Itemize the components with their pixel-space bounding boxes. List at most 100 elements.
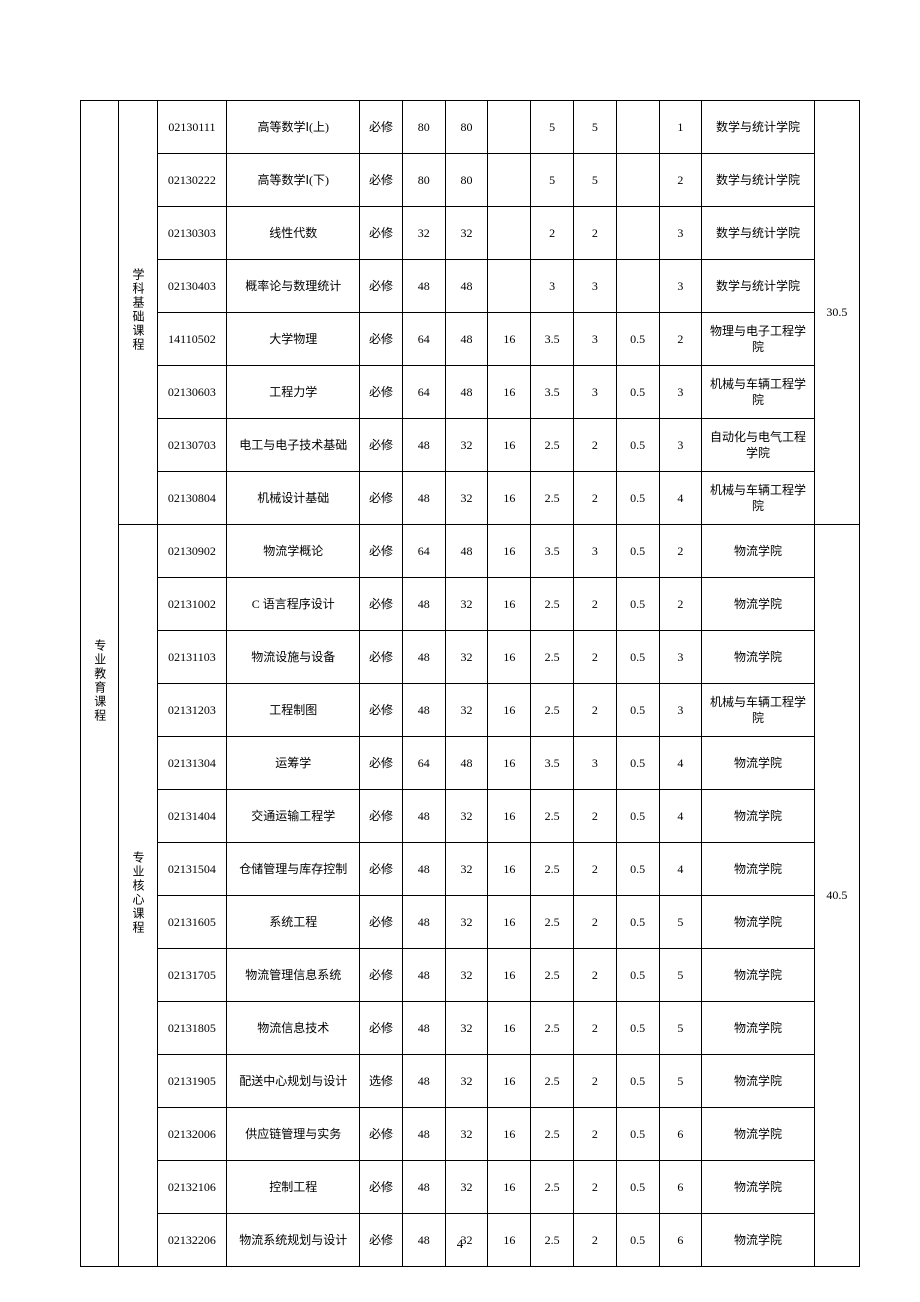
- hours-lecture: 32: [445, 1108, 488, 1161]
- hours-lecture: 48: [445, 366, 488, 419]
- credits-total: 3.5: [531, 737, 574, 790]
- table-row: 02132006供应链管理与实务必修4832162.520.56物流学院: [81, 1108, 860, 1161]
- hours-lab: 16: [488, 1108, 531, 1161]
- hours-lecture: 32: [445, 1161, 488, 1214]
- hours-total: 64: [402, 525, 445, 578]
- course-name: C 语言程序设计: [227, 578, 360, 631]
- table-row: 02130603工程力学必修6448163.530.53机械与车辆工程学院: [81, 366, 860, 419]
- hours-lab: 16: [488, 896, 531, 949]
- course-requirement: 必修: [360, 101, 403, 154]
- hours-total: 80: [402, 101, 445, 154]
- course-name: 物流管理信息系统: [227, 949, 360, 1002]
- department: 物流学院: [702, 843, 815, 896]
- semester: 6: [659, 1108, 702, 1161]
- table-row: 02132106控制工程必修4832162.520.56物流学院: [81, 1161, 860, 1214]
- table-row: 专业核心课程02130902物流学概论必修6448163.530.52物流学院4…: [81, 525, 860, 578]
- hours-total: 48: [402, 949, 445, 1002]
- credits-total: 2.5: [531, 684, 574, 737]
- hours-lecture: 48: [445, 737, 488, 790]
- course-requirement: 必修: [360, 1108, 403, 1161]
- course-name: 电工与电子技术基础: [227, 419, 360, 472]
- credits-lecture: 2: [573, 896, 616, 949]
- hours-lecture: 32: [445, 207, 488, 260]
- credits-lecture: 5: [573, 101, 616, 154]
- hours-lecture: 32: [445, 1002, 488, 1055]
- hours-lab: 16: [488, 366, 531, 419]
- hours-lab: 16: [488, 1002, 531, 1055]
- course-name: 高等数学Ⅰ(下): [227, 154, 360, 207]
- credits-lecture: 2: [573, 790, 616, 843]
- hours-lab: 16: [488, 419, 531, 472]
- course-name: 物流信息技术: [227, 1002, 360, 1055]
- hours-lab: 16: [488, 1055, 531, 1108]
- sub-category-label: 学科基础课程: [130, 268, 146, 352]
- semester: 3: [659, 631, 702, 684]
- course-name: 线性代数: [227, 207, 360, 260]
- credits-lab: 0.5: [616, 949, 659, 1002]
- hours-lecture: 32: [445, 631, 488, 684]
- main-category: 专业教育课程: [81, 101, 119, 1267]
- semester: 2: [659, 578, 702, 631]
- credits-total: 2.5: [531, 631, 574, 684]
- hours-total: 48: [402, 472, 445, 525]
- credits-total: 2.5: [531, 949, 574, 1002]
- hours-total: 48: [402, 684, 445, 737]
- credits-lab: [616, 260, 659, 313]
- course-name: 概率论与数理统计: [227, 260, 360, 313]
- hours-total: 48: [402, 790, 445, 843]
- table-row: 02131203工程制图必修4832162.520.53机械与车辆工程学院: [81, 684, 860, 737]
- semester: 3: [659, 419, 702, 472]
- credits-lecture: 3: [573, 260, 616, 313]
- credits-lab: 0.5: [616, 737, 659, 790]
- hours-lecture: 48: [445, 313, 488, 366]
- credits-lecture: 3: [573, 366, 616, 419]
- course-requirement: 必修: [360, 366, 403, 419]
- credits-total: 2.5: [531, 472, 574, 525]
- hours-lecture: 32: [445, 419, 488, 472]
- department: 数学与统计学院: [702, 101, 815, 154]
- hours-lecture: 32: [445, 578, 488, 631]
- credits-lecture: 2: [573, 472, 616, 525]
- course-code: 02130222: [157, 154, 227, 207]
- course-requirement: 必修: [360, 843, 403, 896]
- hours-lab: 16: [488, 1161, 531, 1214]
- hours-lab: [488, 260, 531, 313]
- credits-total: 2.5: [531, 419, 574, 472]
- course-requirement: 必修: [360, 684, 403, 737]
- department: 物流学院: [702, 1108, 815, 1161]
- table-row: 02130303线性代数必修3232223数学与统计学院: [81, 207, 860, 260]
- credits-total: 2.5: [531, 1002, 574, 1055]
- credits-lab: 0.5: [616, 366, 659, 419]
- table-row: 02131605系统工程必修4832162.520.55物流学院: [81, 896, 860, 949]
- course-requirement: 必修: [360, 472, 403, 525]
- hours-lab: 16: [488, 525, 531, 578]
- hours-lab: 16: [488, 737, 531, 790]
- semester: 2: [659, 525, 702, 578]
- credits-total: 5: [531, 154, 574, 207]
- course-name: 仓储管理与库存控制: [227, 843, 360, 896]
- table-row: 专业教育课程学科基础课程02130111高等数学Ⅰ(上)必修8080551数学与…: [81, 101, 860, 154]
- course-name: 高等数学Ⅰ(上): [227, 101, 360, 154]
- course-name: 系统工程: [227, 896, 360, 949]
- table-row: 02131805物流信息技术必修4832162.520.55物流学院: [81, 1002, 860, 1055]
- hours-lecture: 32: [445, 790, 488, 843]
- sub-category: 专业核心课程: [119, 525, 157, 1267]
- table-row: 02131504仓储管理与库存控制必修4832162.520.54物流学院: [81, 843, 860, 896]
- hours-total: 48: [402, 260, 445, 313]
- credits-lab: 0.5: [616, 419, 659, 472]
- hours-total: 48: [402, 419, 445, 472]
- hours-lecture: 80: [445, 101, 488, 154]
- hours-total: 48: [402, 1161, 445, 1214]
- course-name: 大学物理: [227, 313, 360, 366]
- credits-lab: 0.5: [616, 525, 659, 578]
- course-name: 工程制图: [227, 684, 360, 737]
- course-requirement: 必修: [360, 154, 403, 207]
- course-code: 02131705: [157, 949, 227, 1002]
- hours-lecture: 48: [445, 525, 488, 578]
- course-name: 运筹学: [227, 737, 360, 790]
- course-code: 02131605: [157, 896, 227, 949]
- hours-lab: 16: [488, 790, 531, 843]
- department: 物理与电子工程学院: [702, 313, 815, 366]
- course-name: 工程力学: [227, 366, 360, 419]
- course-code: 14110502: [157, 313, 227, 366]
